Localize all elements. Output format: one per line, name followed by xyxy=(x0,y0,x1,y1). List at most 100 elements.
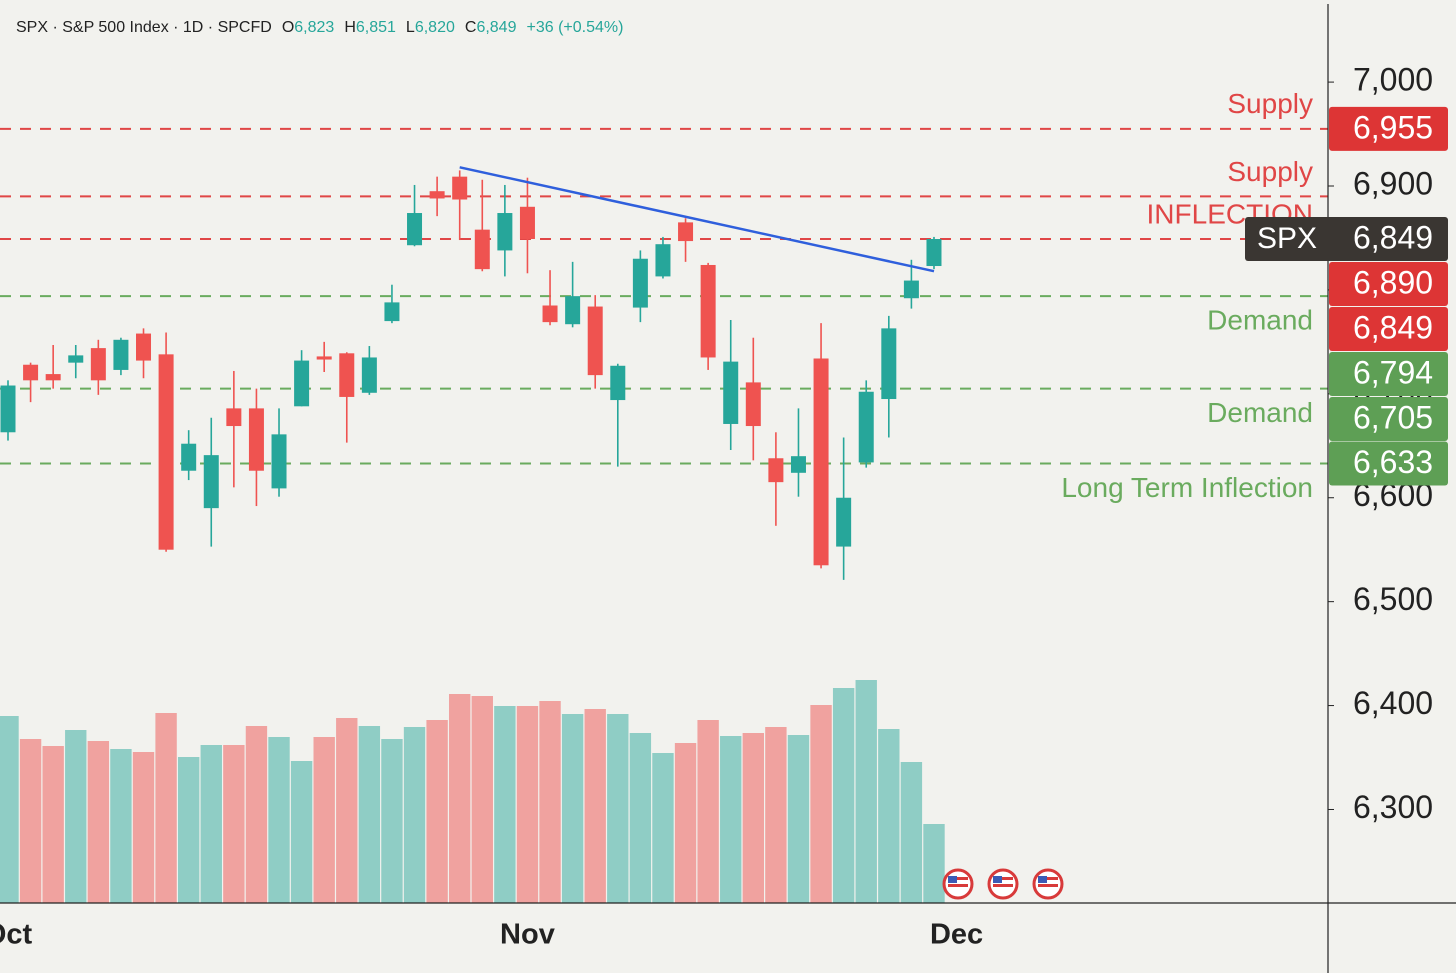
volume-bar xyxy=(765,727,787,903)
x-tick-label: Dec xyxy=(930,919,983,951)
volume-bar xyxy=(313,737,335,903)
candle-body xyxy=(700,264,716,358)
volume-bar xyxy=(810,705,832,903)
level-text: Supply xyxy=(1227,156,1313,187)
event-icon xyxy=(942,868,974,900)
volume-bar xyxy=(403,727,426,903)
volume-bar xyxy=(177,757,200,903)
candle-body xyxy=(203,455,219,509)
candle-body xyxy=(248,408,264,471)
volume-bar xyxy=(878,729,900,903)
candle-body xyxy=(881,328,897,400)
volume-bar xyxy=(561,714,584,903)
candle-body xyxy=(271,434,287,489)
levels-layer xyxy=(0,127,1328,465)
volume-bar xyxy=(110,749,132,903)
candle-body xyxy=(452,176,468,200)
volume-bar xyxy=(200,745,222,903)
level-box-label: 6,794 xyxy=(1353,354,1433,390)
x-tick-label: Oct xyxy=(0,919,33,951)
header-change: +36 (+0.54%) xyxy=(526,19,623,36)
candle-body xyxy=(497,213,513,251)
volume-bar xyxy=(87,741,110,903)
candle-body xyxy=(181,443,197,471)
event-icon xyxy=(987,868,1019,900)
candle-body xyxy=(565,296,581,325)
candle-body xyxy=(45,374,61,381)
candle-body xyxy=(158,354,174,550)
volume-bar xyxy=(855,680,877,903)
candle-body xyxy=(858,391,874,463)
candle-body xyxy=(768,458,784,483)
candle-body xyxy=(136,333,152,361)
candle-body xyxy=(429,191,445,199)
header-key: H xyxy=(344,19,356,36)
level-box-label: 6,705 xyxy=(1353,399,1433,435)
volume-bar xyxy=(426,720,448,903)
candle-body xyxy=(361,357,377,393)
candle-body xyxy=(68,355,84,363)
volume-bar xyxy=(268,737,290,903)
volume-bar xyxy=(336,718,358,903)
volume-bar xyxy=(494,706,516,903)
candle-body xyxy=(723,361,739,424)
level-box xyxy=(1329,351,1448,396)
volume-bar xyxy=(720,736,742,903)
volume-bar xyxy=(290,761,313,903)
volume-bar xyxy=(132,752,155,903)
volume-bar xyxy=(832,688,855,903)
volume-bar xyxy=(787,735,810,903)
candle-body xyxy=(316,356,332,360)
y-tick-label: 6,400 xyxy=(1353,685,1433,721)
volume-bar xyxy=(900,762,923,903)
header-value: 6,851 xyxy=(356,19,396,36)
candle-body xyxy=(632,258,648,308)
volume-layer xyxy=(0,680,945,903)
volume-bar xyxy=(742,733,764,903)
volume-bar xyxy=(629,733,652,903)
candle-body xyxy=(23,364,39,381)
header-value: 6,820 xyxy=(415,19,455,36)
trendline xyxy=(459,166,935,273)
level-box xyxy=(1329,306,1448,351)
level-text: Supply xyxy=(1227,88,1313,119)
candles-layer xyxy=(0,166,942,580)
volume-bar xyxy=(19,739,42,903)
header-key: C xyxy=(465,19,477,36)
candle-body xyxy=(339,353,355,397)
header: SPX · S&P 500 Index · 1D · SPCFD O6,823 H6… xyxy=(16,19,623,36)
volume-bar xyxy=(539,701,561,903)
volume-bar xyxy=(923,824,945,903)
volume-bar xyxy=(697,720,719,903)
level-box xyxy=(1329,261,1448,306)
level-box-label: 6,849 xyxy=(1353,309,1433,345)
candle-body xyxy=(407,213,423,246)
candle-body xyxy=(678,222,694,242)
level-text: Demand xyxy=(1207,305,1313,336)
last-price-name: SPX xyxy=(1257,222,1317,255)
last-price-label: 6,849 xyxy=(1353,219,1433,255)
level-box-label: 6,955 xyxy=(1353,109,1433,145)
y-tick-label: 6,300 xyxy=(1353,789,1433,825)
candle-body xyxy=(519,206,535,239)
volume-bar xyxy=(245,726,268,903)
volume-bar xyxy=(42,746,64,903)
volume-bar xyxy=(652,753,674,903)
candle-body xyxy=(655,244,671,277)
header-value: 6,823 xyxy=(294,19,334,36)
volume-bar xyxy=(381,739,403,903)
candle-body xyxy=(745,382,761,427)
volume-bar xyxy=(471,696,493,903)
candle-body xyxy=(0,385,16,433)
volume-bar xyxy=(674,743,697,903)
candle-body xyxy=(384,302,400,322)
level-box xyxy=(1329,396,1448,441)
volume-bar xyxy=(155,713,177,903)
level-text: Demand xyxy=(1207,397,1313,428)
candle-body xyxy=(542,305,558,323)
candle-body xyxy=(226,408,242,427)
header-key: O xyxy=(282,19,294,36)
header-title: SPX · S&P 500 Index · 1D · SPCFD xyxy=(16,19,272,36)
volume-bar xyxy=(65,730,87,903)
